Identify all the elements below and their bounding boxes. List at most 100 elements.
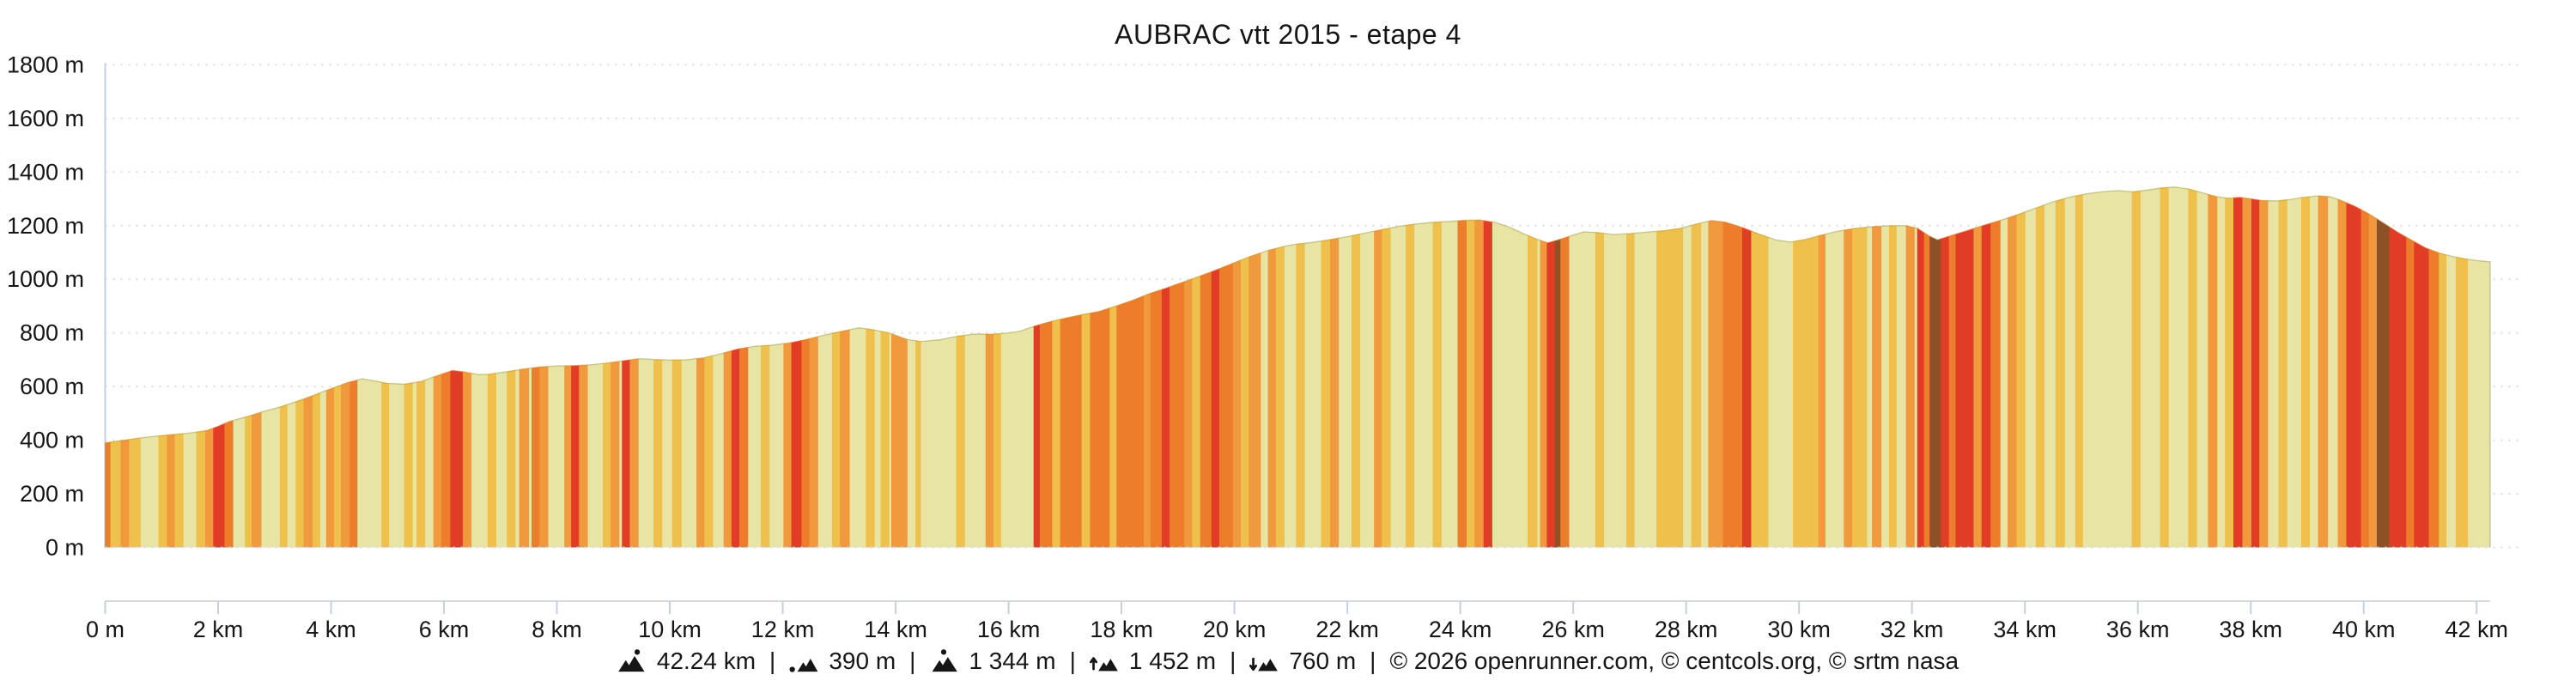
x-tick-label: 20 km [1203,617,1267,642]
slope-band-deep [2406,186,2415,548]
slope-band-orange [611,186,620,548]
slope-band-red [2251,186,2261,548]
slope-band-gold [603,186,612,548]
slope-band-gold [2075,186,2083,548]
slope-band-gold [1691,186,1702,548]
slope-band-orange [1872,186,1881,548]
slope-band-gold [2300,186,2311,548]
slope-band-deep [532,186,541,548]
slope-band-orange [205,186,215,548]
slope-band-red [2233,186,2244,548]
slope-band-gold [1656,186,1684,548]
min-elevation-value: 390 m [829,647,896,674]
slope-band-gold [2188,186,2197,548]
slope-band-deep [1560,186,1570,548]
y-tick-label: 1000 m [7,266,84,292]
x-tick-label: 28 km [1655,617,1718,642]
slope-band-deep [1090,186,1111,548]
x-tick-label: 4 km [306,617,356,642]
slope-band-deep [1923,186,1931,548]
x-tick-label: 24 km [1429,617,1492,642]
slope-band-orange [340,186,351,548]
slope-band-deep [1170,186,1186,548]
slope-band-gold [1241,186,1250,548]
slope-band-red [1981,186,1992,548]
slope-band-gold [334,186,342,548]
y-tick-label: 400 m [20,428,84,453]
slope-band-gold [416,186,426,548]
slope-band-deep [440,186,452,548]
slope-band-gold [1296,186,1305,548]
x-tick-label: 18 km [1090,617,1153,642]
slope-band-orange [167,186,176,548]
slope-band-orange [564,186,573,548]
slope-band-gold [158,186,168,548]
slope-band-orange [2368,186,2378,548]
slope-band-brown [2377,186,2391,548]
slope-band-red [1546,186,1556,548]
slope-band-gold [2016,186,2026,548]
slope-band-deep [1457,186,1467,548]
slope-band-gold [1406,186,1415,548]
slope-band-gold [129,186,141,548]
x-tick-label: 16 km [977,617,1041,642]
slope-band-deep [2428,186,2440,548]
x-tick-label: 6 km [419,617,470,642]
slope-band-deep [1039,186,1054,548]
x-tick-label: 30 km [1767,617,1831,642]
slope-band-red [1741,186,1753,548]
slope-band-red [1941,186,1950,548]
slope-bands-group [105,186,2490,548]
slope-band-red [622,186,631,548]
slope-band-orange [303,186,313,548]
slope-band-orange [1267,186,1277,548]
slope-band-gold [295,186,305,548]
x-tick-label: 26 km [1541,617,1605,642]
slope-band-gold [196,186,206,548]
slope-band-deep [2360,186,2370,548]
min-elevation-icon [789,658,818,672]
slope-band-red [731,186,741,548]
slope-band-gold [1751,186,1769,548]
slope-band-orange [1474,186,1485,548]
elevation-area-outline[interactable] [104,186,2491,548]
slope-band-orange [1818,186,1826,548]
x-tick-label: 42 km [2445,617,2508,642]
distance-icon [618,649,645,672]
slope-band-gold [1793,186,1820,548]
slope-band-gold [487,186,496,548]
slope-band-gold [915,186,921,548]
slope-band-red [1955,186,1975,548]
slope-band-gold [1382,186,1391,548]
slope-band-deep [1219,186,1234,548]
x-tick-label: 14 km [864,617,927,642]
max-elevation-icon [933,649,958,672]
slope-band-gold [993,186,1001,548]
slope-band-orange [2008,186,2018,548]
slope-band-red [1483,186,1492,548]
x-tick-label: 32 km [1880,617,1944,642]
slope-band-deep [1948,186,1957,548]
y-tick-label: 0 m [46,535,84,561]
total-ascent-icon [1089,657,1118,672]
total-descent-icon [1249,657,1279,672]
slope-band-gold [1052,186,1061,548]
slope-band-orange [1844,186,1854,548]
slope-band-deep [224,186,234,548]
slope-band-gold [1595,186,1605,548]
x-tick-label: 0 m [86,617,125,642]
copyright-text: © 2026 openrunner.com, © centcols.org, ©… [1389,647,1959,674]
slope-band-orange [1540,186,1548,548]
footer-stats-bar: 42.24 km | 390 m | 1 344 m | 1 452 m [0,641,2576,681]
total-descent-stat: 760 m [1249,647,1356,675]
slope-band-red [571,186,580,548]
slope-band-orange [1329,186,1340,548]
x-tick-label: 34 km [1993,617,2057,642]
slope-band-orange [1905,186,1915,548]
x-tick-label: 22 km [1315,617,1379,642]
slope-band-orange [809,186,818,548]
slope-band-orange [985,186,994,548]
max-elevation-stat: 1 344 m [929,647,1056,675]
slope-band-red [1917,186,1925,548]
